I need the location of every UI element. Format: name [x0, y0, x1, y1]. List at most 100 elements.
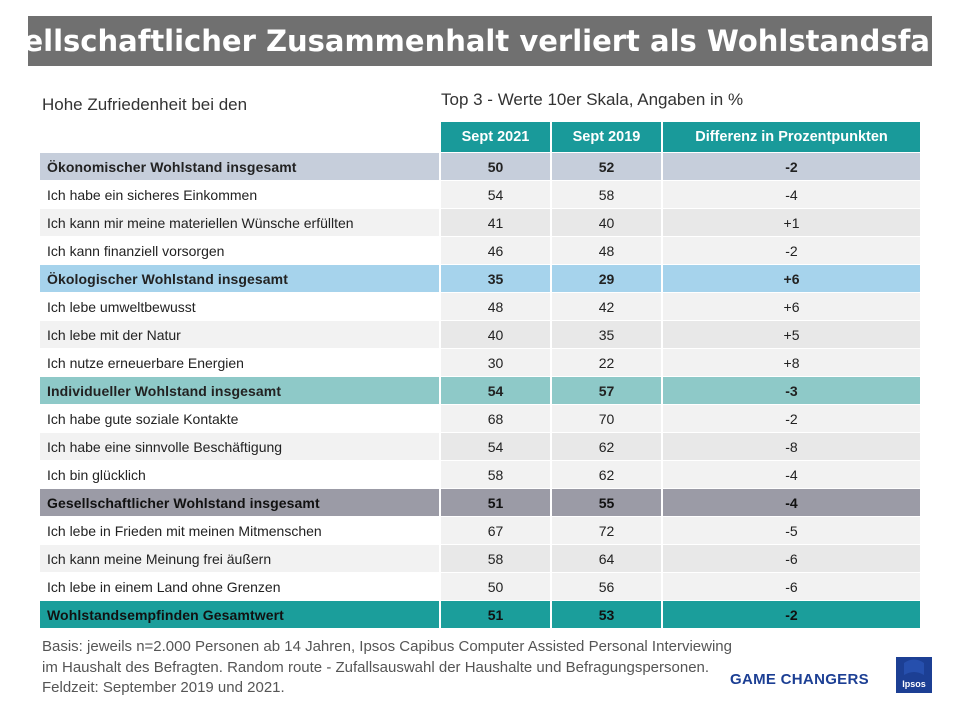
row-label: Ich nutze erneuerbare Energien: [40, 348, 440, 377]
header-blank: [40, 122, 440, 153]
row-label: Ich lebe mit der Natur: [40, 320, 440, 349]
subtitle-right: Top 3 - Werte 10er Skala, Angaben in %: [441, 90, 744, 109]
logo-text: Ipsos: [902, 679, 926, 689]
row-label: Gesellschaftlicher Wohlstand insgesamt: [40, 488, 440, 517]
brand-tagline: GAME CHANGERS: [730, 671, 869, 688]
ipsos-logo: Ipsos: [896, 657, 932, 693]
table-body: Ökonomischer Wohlstand insgesamt 50 52 -2 Ic…: [40, 152, 920, 629]
table-row: Ich lebe umweltbewusst 48 42 +6: [40, 292, 920, 321]
value-difference: -8: [661, 432, 920, 461]
value-difference: -3: [661, 376, 920, 405]
row-label: Individueller Wohlstand insgesamt: [40, 376, 440, 405]
value-sept-2021: 48: [439, 292, 551, 321]
group-row: Ökonomischer Wohlstand insgesamt 50 52 -2: [40, 152, 920, 181]
value-sept-2021: 67: [439, 516, 551, 545]
table-row: Ich habe gute soziale Kontakte 68 70 -2: [40, 404, 920, 433]
value-difference: -4: [661, 180, 920, 209]
row-label: Ich kann finanziell vorsorgen: [40, 236, 440, 265]
value-difference: -2: [661, 152, 920, 181]
value-difference: -4: [661, 488, 920, 517]
value-sept-2019: 62: [550, 460, 662, 489]
table-row: Ich habe eine sinnvolle Beschäftigung 54 6…: [40, 432, 920, 461]
value-sept-2021: 54: [439, 432, 551, 461]
value-difference: -2: [661, 600, 920, 629]
row-label: Ich lebe in Frieden mit meinen Mitmensch…: [40, 516, 440, 545]
value-sept-2019: 55: [550, 488, 662, 517]
value-sept-2021: 58: [439, 460, 551, 489]
value-sept-2021: 54: [439, 180, 551, 209]
table-row: Ich nutze erneuerbare Energien 30 22 +8: [40, 348, 920, 377]
group-row: Ökologischer Wohlstand insgesamt 35 29 +6: [40, 264, 920, 293]
group-row: Wohlstandsempfinden Gesamtwert 51 53 -2: [40, 600, 920, 629]
value-difference: -4: [661, 460, 920, 489]
row-label: Ich lebe in einem Land ohne Grenzen: [40, 572, 440, 601]
group-row: Gesellschaftlicher Wohlstand insgesamt 51…: [40, 488, 920, 517]
row-label: Ökologischer Wohlstand insgesamt: [40, 264, 440, 293]
row-label: Ich habe gute soziale Kontakte: [40, 404, 440, 433]
ipsos-logo-icon: [896, 657, 932, 693]
value-sept-2019: 29: [550, 264, 662, 293]
value-sept-2021: 35: [439, 264, 551, 293]
value-sept-2021: 51: [439, 488, 551, 517]
header-sept-2021: Sept 2021: [439, 122, 551, 153]
value-sept-2019: 58: [550, 180, 662, 209]
table-row: Ich habe ein sicheres Einkommen 54 58 -4: [40, 180, 920, 209]
value-sept-2021: 40: [439, 320, 551, 349]
value-sept-2019: 72: [550, 516, 662, 545]
value-sept-2019: 22: [550, 348, 662, 377]
results-table: Sept 2021 Sept 2019 Differenz in Prozent…: [40, 122, 920, 629]
value-difference: +8: [661, 348, 920, 377]
value-sept-2021: 41: [439, 208, 551, 237]
table-row: Ich kann finanziell vorsorgen 46 48 -2: [40, 236, 920, 265]
value-difference: +1: [661, 208, 920, 237]
table-row: Ich bin glücklich 58 62 -4: [40, 460, 920, 489]
row-label: Ich lebe umweltbewusst: [40, 292, 440, 321]
value-sept-2021: 58: [439, 544, 551, 573]
value-sept-2021: 68: [439, 404, 551, 433]
row-label: Ich bin glücklich: [40, 460, 440, 489]
title-bar: Gesellschaftlicher Zusammenhalt verliert…: [0, 16, 960, 66]
value-difference: +6: [661, 292, 920, 321]
footnote: Basis: jeweils n=2.000 Personen ab 14 Ja…: [42, 638, 732, 696]
value-difference: -5: [661, 516, 920, 545]
table-row: Ich kann meine Meinung frei äußern 58 64 -6: [40, 544, 920, 573]
value-sept-2019: 57: [550, 376, 662, 405]
table-row: Ich lebe mit der Natur 40 35 +5: [40, 320, 920, 349]
value-difference: +6: [661, 264, 920, 293]
value-sept-2021: 30: [439, 348, 551, 377]
value-sept-2019: 52: [550, 152, 662, 181]
row-label: Ich kann meine Meinung frei äußern: [40, 544, 440, 573]
table-row: Ich lebe in einem Land ohne Grenzen 50 56-…: [40, 572, 920, 601]
value-sept-2021: 54: [439, 376, 551, 405]
value-difference: -6: [661, 572, 920, 601]
value-sept-2019: 56: [550, 572, 662, 601]
value-difference: +5: [661, 320, 920, 349]
row-label: Wohlstandsempfinden Gesamtwert: [40, 600, 440, 629]
table-row: Ich lebe in Frieden mit meinen Mitmensch…: [40, 516, 920, 545]
value-sept-2019: 70: [550, 404, 662, 433]
header-sept-2019: Sept 2019: [550, 122, 662, 153]
row-label: Ich habe ein sicheres Einkommen: [40, 180, 440, 209]
value-sept-2021: 50: [439, 152, 551, 181]
value-sept-2019: 48: [550, 236, 662, 265]
table-row: Ich kann mir meine materiellen Wünsche e…: [40, 208, 920, 237]
header-difference: Differenz in Prozentpunkten: [661, 122, 920, 153]
group-row: Individueller Wohlstand insgesamt 54 57 -3: [40, 376, 920, 405]
table-header-row: Sept 2021 Sept 2019 Differenz in Prozent…: [40, 122, 920, 153]
value-sept-2019: 40: [550, 208, 662, 237]
value-difference: -2: [661, 236, 920, 265]
row-label: Ökonomischer Wohlstand insgesamt: [40, 152, 440, 181]
value-sept-2019: 42: [550, 292, 662, 321]
value-sept-2019: 64: [550, 544, 662, 573]
value-difference: -2: [661, 404, 920, 433]
row-label: Ich kann mir meine materiellen Wünsche e…: [40, 208, 440, 237]
row-label: Ich habe eine sinnvolle Beschäftigung: [40, 432, 440, 461]
value-sept-2021: 50: [439, 572, 551, 601]
value-difference: -6: [661, 544, 920, 573]
value-sept-2019: 62: [550, 432, 662, 461]
value-sept-2019: 35: [550, 320, 662, 349]
page-title: Gesellschaftlicher Zusammenhalt verliert…: [0, 24, 960, 58]
value-sept-2019: 53: [550, 600, 662, 629]
value-sept-2021: 51: [439, 600, 551, 629]
value-sept-2021: 46: [439, 236, 551, 265]
